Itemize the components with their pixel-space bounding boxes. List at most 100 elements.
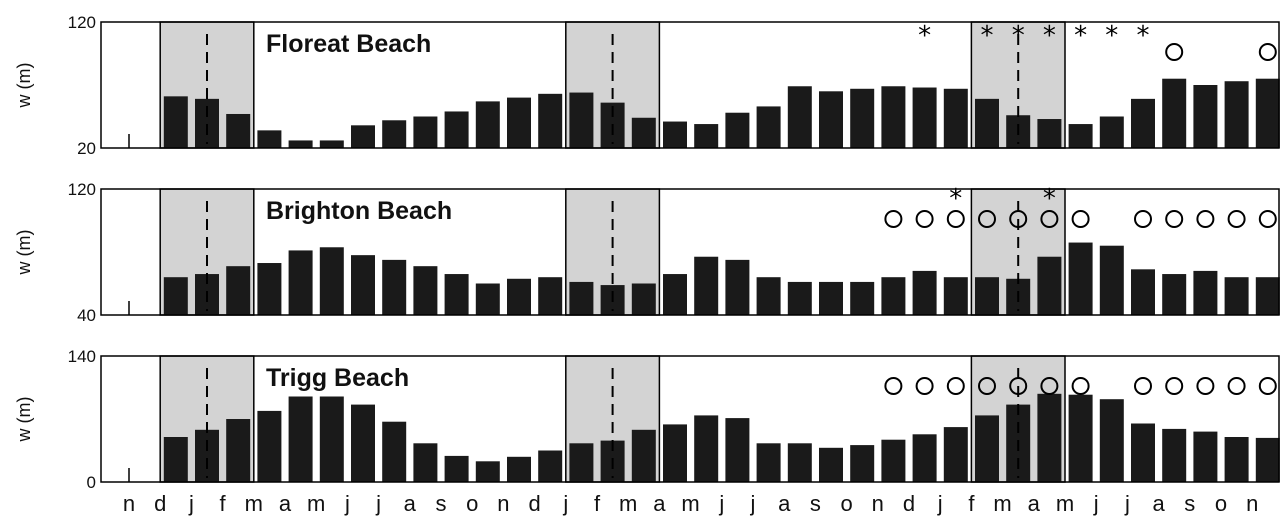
month-label: m [681,491,699,516]
bar [226,113,251,148]
circle-marker [884,377,903,395]
bar [1224,277,1249,315]
bar [319,247,344,315]
month-label: j [718,491,724,516]
bar [787,443,812,482]
bar [507,456,531,482]
month-label: m [993,491,1011,516]
star-marker: * [1043,21,1056,51]
month-label: s [1184,491,1195,516]
bar [1099,245,1124,315]
bar [631,117,656,148]
bar [787,86,812,148]
circle-marker [1258,377,1277,395]
bar [881,277,906,315]
month-label: j [937,491,943,516]
month-label: a [778,491,791,516]
circle-marker [884,210,903,228]
panel-frame [100,355,1280,483]
circle-marker [1258,210,1277,228]
month-label: a [279,491,292,516]
bar [288,396,313,482]
bar [569,443,594,482]
bar [694,256,719,315]
month-label: j [750,491,756,516]
bar [538,277,563,315]
bar [413,443,438,482]
month-label: s [810,491,821,516]
circle-marker [978,377,996,395]
bar [413,116,438,148]
bar [1131,98,1155,148]
bar [663,121,687,148]
bar [351,404,375,482]
panel-0: 120 20 w (m) Floreat Beach * * * * * * * [14,13,1280,158]
month-label: o [466,491,478,516]
bar [725,418,750,482]
circle-marker [1165,377,1184,395]
bar [1193,85,1218,148]
month-label: f [968,491,975,516]
bar [912,270,937,315]
bar [725,112,750,148]
bar [382,421,407,482]
y-axis-label: w (m) [14,230,34,276]
bar [631,283,656,315]
bar [756,277,781,315]
bar [319,140,344,148]
y-tick-label: 120 [68,13,96,32]
circle-marker [1227,210,1246,228]
month-label: j [375,491,381,516]
bar [538,93,563,148]
bar [850,445,875,482]
circle-marker [1196,377,1215,395]
bar [1162,78,1187,148]
panel-frame [100,188,1280,316]
month-label: j [188,491,194,516]
bar [1162,428,1187,482]
bar [881,86,906,148]
bar [288,140,313,148]
bar [943,88,968,148]
bar [1255,437,1280,482]
bar [881,439,906,482]
bar [975,277,999,315]
month-label: a [1028,491,1041,516]
bar [195,429,219,482]
star-marker: * [918,21,931,51]
month-label: n [123,491,135,516]
bar [694,124,719,148]
month-label: a [653,491,666,516]
month-label: j [1124,491,1130,516]
bar [943,277,968,315]
month-label: d [528,491,540,516]
bar [1099,116,1124,148]
panel-1: 120 40 w (m) Brighton Beach * * [14,180,1280,325]
circle-marker [915,377,934,395]
circle-marker [1009,210,1028,228]
bar [1037,256,1062,315]
bar [351,125,375,148]
bar [819,447,843,482]
star-marker: * [1074,21,1087,51]
bar [943,427,968,482]
bar [475,461,500,482]
bar [787,281,812,315]
circle-marker [1258,43,1277,61]
bar [1193,270,1218,315]
bar [288,250,313,315]
circle-marker [946,377,965,395]
circle-marker [946,210,965,228]
bar [850,281,875,315]
panel-2: 140 0 w (m) Trigg Beach [14,347,1280,492]
month-label: n [1246,491,1258,516]
month-label: s [436,491,447,516]
month-label: m [245,491,263,516]
bar [912,434,937,482]
bar [819,281,843,315]
bar [569,92,594,148]
month-label: a [1152,491,1165,516]
circle-marker [978,210,996,228]
bar [507,97,531,148]
